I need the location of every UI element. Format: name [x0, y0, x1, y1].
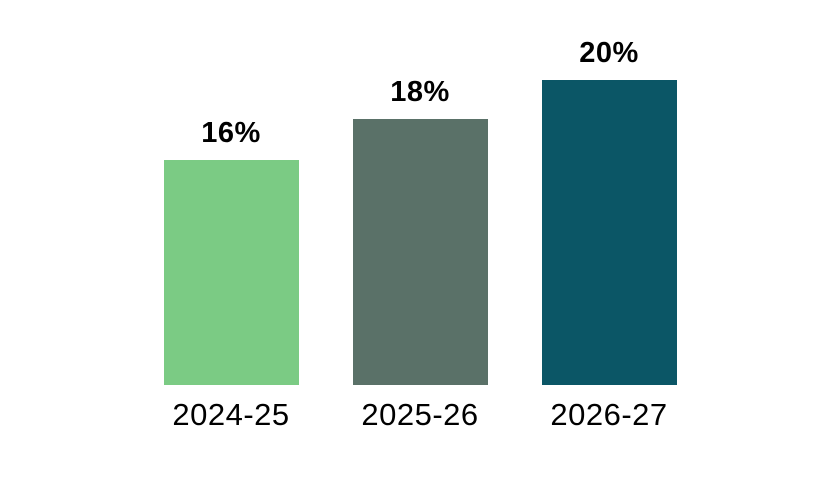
- bar-category-label: 2025-26: [361, 397, 479, 432]
- bar: [163, 160, 299, 385]
- bar: [541, 80, 677, 385]
- bar-category-label: 2026-27: [550, 397, 668, 432]
- bar-group: 20% 2026-27: [541, 35, 677, 434]
- bar: [352, 119, 488, 385]
- bar-group: 16% 2024-25: [163, 115, 299, 434]
- bar-value-label: 20%: [579, 37, 639, 69]
- bar-value-label: 16%: [201, 117, 261, 149]
- bar-value-label: 18%: [390, 76, 450, 108]
- bar-group: 18% 2025-26: [352, 74, 488, 434]
- bar-category-label: 2024-25: [172, 397, 290, 432]
